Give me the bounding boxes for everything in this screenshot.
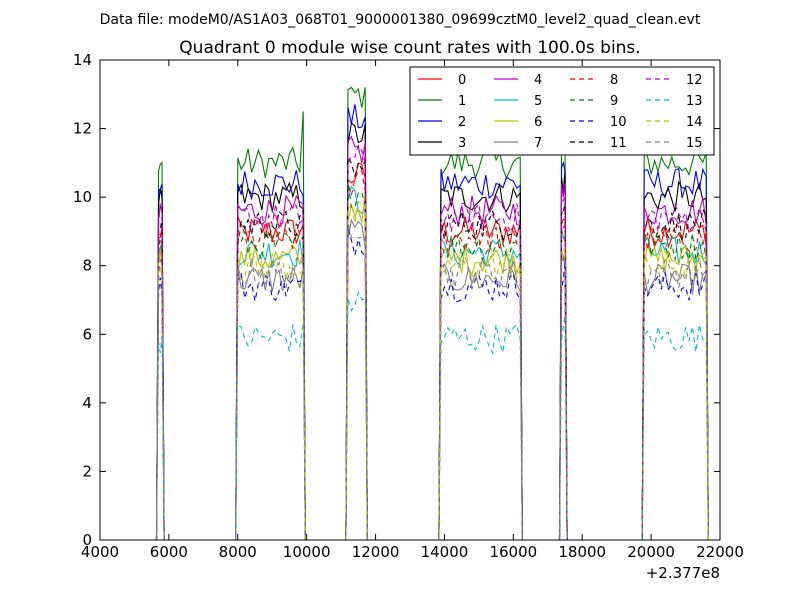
legend-label-0: 0	[458, 73, 466, 88]
chart-suptitle: Data file: modeM0/AS1A03_068T01_90000013…	[100, 12, 701, 28]
x-tick-label: 18000	[558, 543, 606, 561]
y-tick-label: 4	[82, 394, 92, 412]
x-tick-label: 4000	[81, 543, 119, 561]
plot-lines	[155, 86, 714, 541]
legend-label-14: 14	[686, 115, 703, 130]
y-tick-label: 10	[73, 188, 92, 206]
legend-label-1: 1	[458, 94, 466, 109]
legend-label-9: 9	[610, 94, 618, 109]
series-line-3	[155, 121, 714, 541]
chart-title: Quadrant 0 module wise count rates with …	[179, 38, 640, 58]
plot-frame	[99, 59, 721, 541]
series-line-4	[155, 135, 714, 541]
y-tick-label: 2	[82, 462, 92, 480]
legend-frame	[409, 66, 715, 156]
x-tick-label: 8000	[219, 543, 257, 561]
series-line-7	[155, 218, 714, 541]
legend-label-2: 2	[458, 115, 466, 130]
x-tick-label: 16000	[489, 543, 537, 561]
series-line-8	[155, 170, 714, 541]
y-tick-label: 8	[82, 257, 92, 275]
series-line-14	[155, 201, 714, 541]
x-axis-offset-label: +2.377e8	[646, 564, 720, 582]
y-tick-label: 12	[73, 120, 92, 138]
x-axis: 4000 6000 8000 10000 12000 14000 16000 18000 200…	[81, 60, 744, 561]
legend-label-4: 4	[534, 73, 542, 88]
legend-label-3: 3	[458, 136, 466, 151]
series-line-12	[155, 144, 714, 541]
x-tick-label: 10000	[283, 543, 331, 561]
legend-label-5: 5	[534, 94, 542, 109]
series-line-15	[155, 223, 714, 541]
y-tick-label: 6	[82, 325, 92, 343]
series-line-5	[155, 185, 714, 541]
series-line-9	[155, 179, 714, 541]
y-tick-label: 0	[82, 531, 92, 549]
x-tick-label: 12000	[352, 543, 400, 561]
x-tick-label: 6000	[150, 543, 188, 561]
series-line-13	[155, 290, 714, 541]
x-tick-label: 14000	[421, 543, 469, 561]
legend-label-7: 7	[534, 136, 542, 151]
series-line-0	[155, 162, 714, 541]
legend-label-15: 15	[686, 136, 703, 151]
legend-label-8: 8	[610, 73, 618, 88]
y-tick-label: 14	[73, 51, 92, 69]
x-tick-label: 22000	[696, 543, 744, 561]
x-tick-label: 20000	[627, 543, 675, 561]
legend-label-11: 11	[610, 136, 627, 151]
series-line-6	[155, 194, 714, 541]
series-line-11	[155, 155, 714, 541]
series-line-2	[155, 104, 714, 541]
legend-label-10: 10	[610, 115, 627, 130]
legend-label-6: 6	[534, 115, 542, 130]
legend-label-13: 13	[686, 94, 703, 109]
legend-label-12: 12	[686, 73, 703, 88]
